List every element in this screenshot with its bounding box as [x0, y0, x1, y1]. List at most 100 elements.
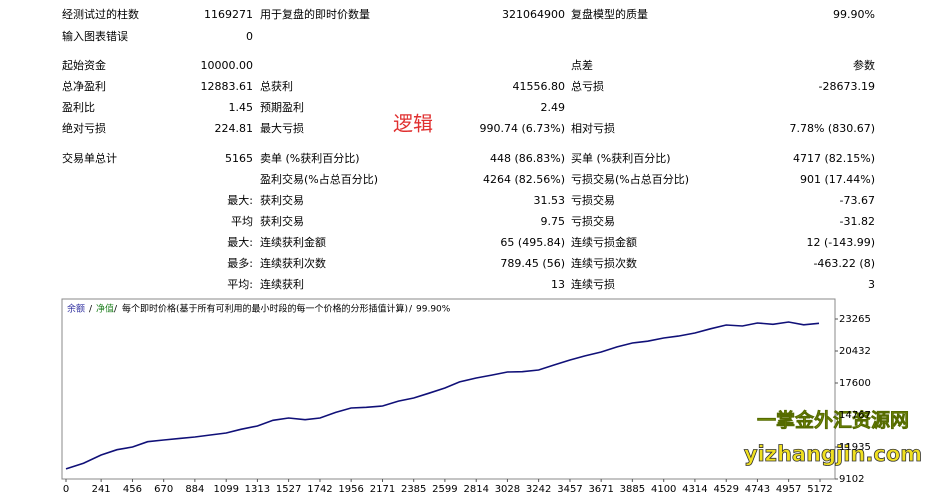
legend-entry: 余额: [67, 303, 85, 315]
y-tick-label: 14767: [839, 410, 871, 421]
stat-label: 相对亏损: [571, 121, 615, 135]
stat-label: 连续获利次数: [260, 256, 326, 270]
x-tick-label: 3028: [495, 484, 520, 495]
legend-entry: 净值: [96, 303, 114, 315]
stat-label: 绝对亏损: [62, 121, 106, 135]
x-tick-label: 3885: [620, 484, 645, 495]
x-tick-label: 1527: [276, 484, 301, 495]
stat-value: 321064900: [502, 8, 565, 21]
x-tick-label: 4957: [776, 484, 801, 495]
stat-value: 5165: [225, 152, 253, 165]
stat-value: 65 (495.84): [500, 236, 565, 249]
stat-label: 总净盈利: [62, 79, 106, 93]
stat-value: 平均:: [227, 278, 253, 291]
stat-label: 复盘模型的质量: [571, 7, 648, 21]
x-tick-label: 241: [92, 484, 111, 495]
watermark: 逻辑: [393, 112, 433, 136]
stat-label: 最大亏损: [260, 121, 304, 135]
watermark: 一掌金外汇资源网: [757, 409, 909, 432]
stat-label: 点差: [571, 58, 593, 72]
x-tick-label: 3457: [557, 484, 582, 495]
stat-value: -28673.19: [819, 80, 875, 93]
stat-label: 亏损交易: [571, 193, 615, 207]
y-tick-label: 9102: [839, 474, 864, 485]
stat-value: 7.78% (830.67): [789, 122, 875, 135]
stat-value: 3: [868, 278, 875, 291]
x-tick-label: 2814: [464, 484, 489, 495]
y-tick-label: 23265: [839, 314, 871, 325]
stat-label: 连续获利: [260, 277, 304, 291]
stat-value: 41556.80: [513, 80, 566, 93]
separator: /: [89, 305, 93, 315]
stat-label: 用于复盘的即时价数量: [260, 7, 370, 21]
stat-label: 卖单 (%获利百分比): [260, 152, 360, 165]
stat-label: 连续亏损: [571, 277, 615, 291]
stat-value: 4717 (82.15%): [793, 152, 875, 165]
stat-label: 亏损交易(%占总百分比): [571, 172, 689, 186]
stat-label: 连续亏损金额: [571, 235, 637, 249]
stat-label: 交易单总计: [62, 151, 117, 165]
stat-value: 1.45: [229, 101, 254, 114]
stat-value: 9.75: [541, 215, 566, 228]
watermark: yizhangjin.com: [744, 442, 922, 466]
x-tick-label: 4743: [745, 484, 770, 495]
x-tick-label: 884: [185, 484, 204, 495]
x-tick-label: 5172: [807, 484, 832, 495]
stat-value: 789.45 (56): [500, 257, 565, 270]
x-tick-label: 3242: [526, 484, 551, 495]
stat-value: 10000.00: [201, 59, 254, 72]
stat-value: 448 (86.83%): [490, 152, 565, 165]
stat-label: 经测试过的柱数: [62, 7, 139, 21]
stat-label: 输入图表错误: [62, 29, 128, 43]
stat-value: 12883.61: [201, 80, 254, 93]
stat-value: 参数: [853, 58, 875, 72]
stat-value: 224.81: [215, 122, 254, 135]
stat-label: 总获利: [260, 79, 293, 93]
x-tick-label: 456: [123, 484, 142, 495]
stat-value: 31.53: [534, 194, 566, 207]
stat-label: 盈利比: [62, 101, 95, 114]
x-tick-label: 2171: [370, 484, 395, 495]
chart-frame: [61, 298, 836, 480]
stat-label: 获利交易: [260, 193, 304, 207]
balance-line: [65, 321, 820, 470]
header-text: 99.90%: [416, 305, 451, 315]
stat-label: 预期盈利: [260, 101, 304, 114]
x-tick-label: 1313: [245, 484, 270, 495]
x-tick-label: 2385: [401, 484, 426, 495]
stat-value: 99.90%: [833, 8, 875, 21]
stat-value: 0: [246, 30, 253, 43]
stat-value: 1169271: [204, 8, 253, 21]
stat-label: 盈利交易(%占总百分比): [260, 172, 378, 186]
stat-value: 12 (-143.99): [806, 236, 875, 249]
x-tick-label: 2599: [432, 484, 457, 495]
separator: /: [114, 305, 118, 315]
x-tick-label: 1099: [213, 484, 238, 495]
y-tick-label: 20432: [839, 346, 871, 357]
stat-value: 2.49: [541, 101, 566, 114]
stat-value: -31.82: [840, 215, 875, 228]
stat-value: -463.22 (8): [813, 257, 875, 270]
stat-value: 990.74 (6.73%): [479, 122, 565, 135]
x-tick-label: 0: [63, 484, 69, 495]
stat-value: 最大:: [227, 235, 253, 249]
x-tick-label: 1956: [338, 484, 363, 495]
stat-value: -73.67: [840, 194, 875, 207]
stat-value: 4264 (82.56%): [483, 173, 565, 186]
x-tick-label: 4314: [682, 484, 707, 495]
stat-value: 13: [551, 278, 565, 291]
stat-value: 最大:: [227, 193, 253, 207]
stat-value: 901 (17.44%): [800, 173, 875, 186]
header-text: 每个即时价格(基于所有可利用的最小时段的每一个价格的分形插值计算): [122, 303, 408, 315]
stat-label: 起始资金: [62, 58, 106, 72]
stat-value: 平均: [231, 215, 253, 228]
stat-label: 获利交易: [260, 214, 304, 228]
x-tick-label: 1742: [307, 484, 332, 495]
y-tick-label: 17600: [839, 378, 871, 389]
stat-value: 最多:: [227, 256, 253, 270]
x-tick-label: 670: [154, 484, 173, 495]
stat-label: 买单 (%获利百分比): [571, 152, 671, 165]
separator: /: [409, 305, 413, 315]
